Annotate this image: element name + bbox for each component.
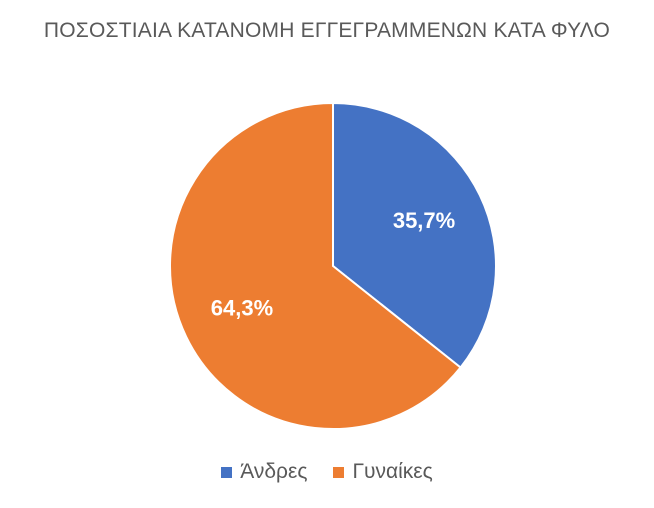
- pie-slice-gynaikes: [169, 101, 462, 430]
- legend-swatch-gynaikes: [333, 466, 345, 478]
- legend: Άνδρες Γυναίκες: [0, 456, 654, 488]
- chart-title: ΠΟΣΟΣΤΙΑΙΑ ΚΑΤΑΝΟΜΗ ΕΓΓΕΓΡΑΜΜΕΝΩΝ ΚΑΤΑ Φ…: [43, 19, 611, 42]
- data-label-andres: 35,7%: [393, 208, 455, 233]
- legend-item-gynaikes: Γυναίκες: [333, 458, 433, 486]
- legend-label-gynaikes: Γυναίκες: [352, 460, 433, 483]
- legend-item-andres: Άνδρες: [221, 458, 307, 486]
- legend-label-andres: Άνδρες: [240, 460, 308, 483]
- legend-swatch-andres: [221, 466, 233, 478]
- pie-slice-andres: [332, 101, 497, 369]
- data-label-gynaikes: 64,3%: [211, 296, 273, 321]
